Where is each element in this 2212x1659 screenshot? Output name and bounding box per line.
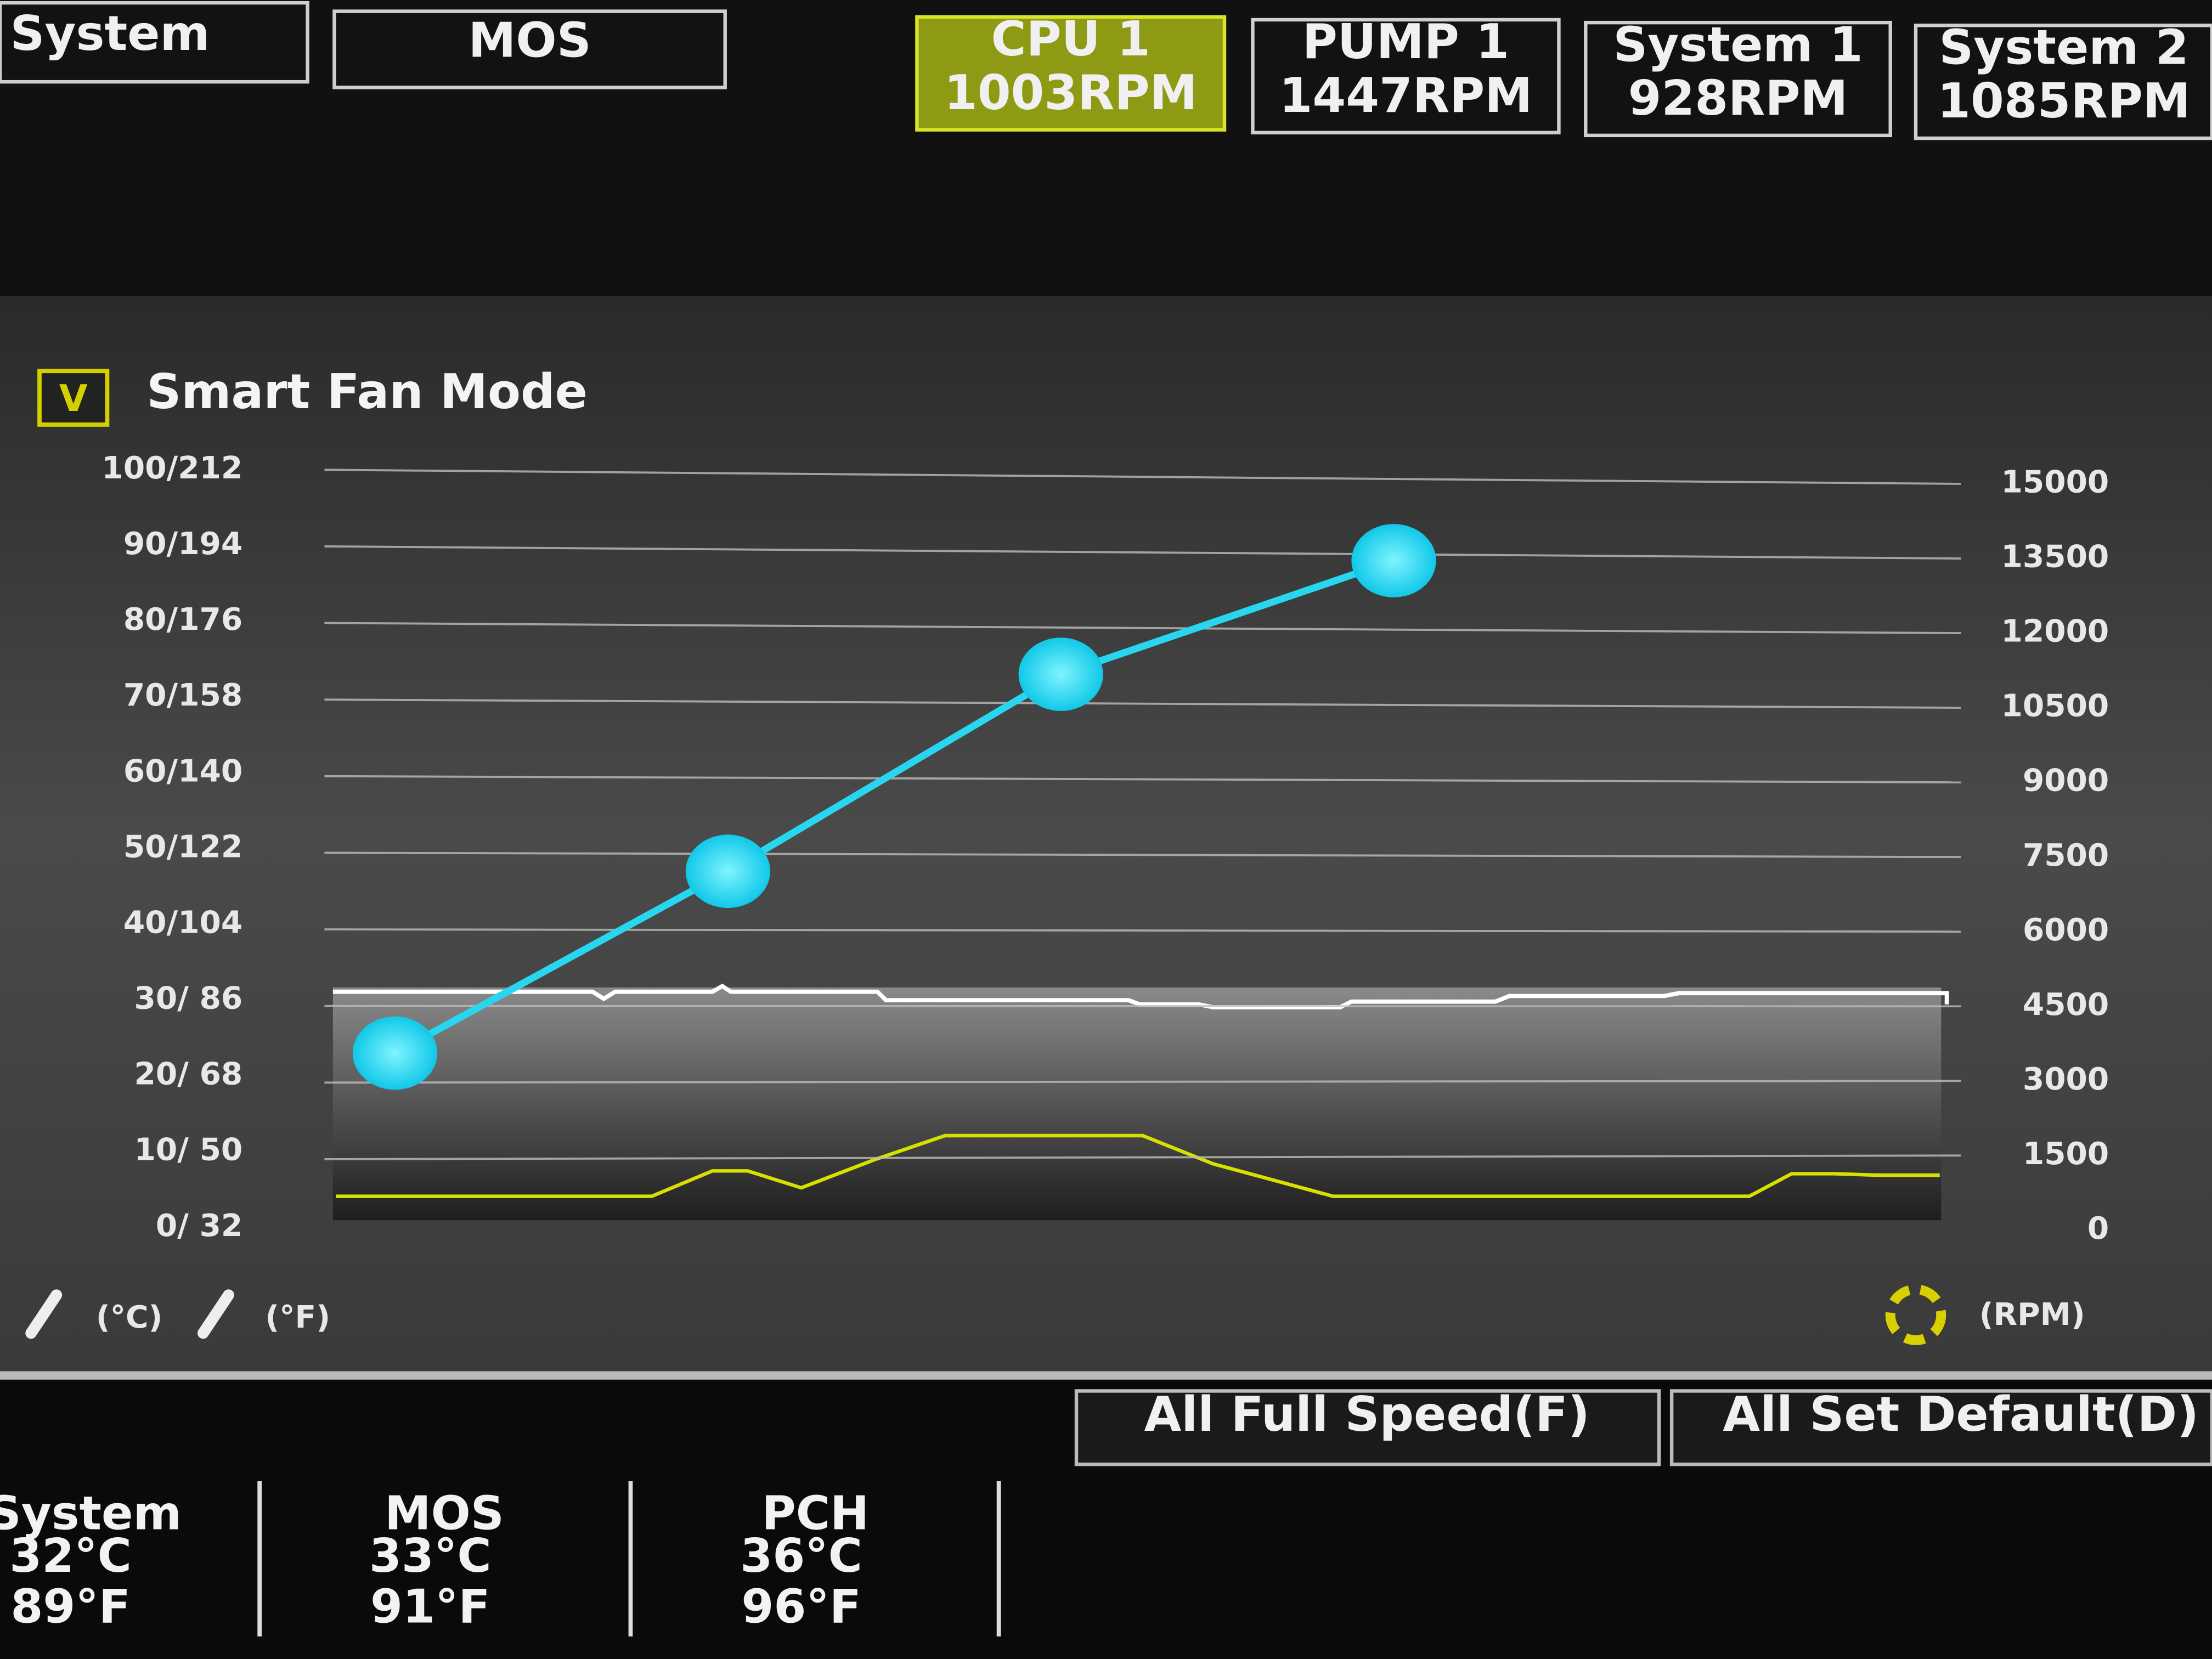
panel-title: Smart Fan Mode [146,364,587,420]
grid-line [324,469,1961,485]
grid-line [324,928,1961,933]
right-axis-label: 6000 [2023,912,2109,948]
left-axis-label: 90/194 [123,526,242,562]
fan-tab[interactable] [1251,18,1561,134]
curve-point[interactable] [352,1016,438,1090]
curve-point[interactable] [1018,637,1103,711]
button[interactable] [1669,1389,2212,1466]
tab-label: System [10,5,210,61]
left-axis-label: 20/ 68 [134,1056,243,1092]
sensor-fahrenheit: 91°F [370,1579,490,1634]
left-axis-label: 10/ 50 [134,1132,243,1168]
sensor-celsius: 36°C [740,1529,862,1583]
sensor-name: PCH [762,1487,869,1541]
tab-label: MOS [468,13,591,69]
right-axis-label: 12000 [2001,613,2109,650]
grid-line [324,545,1961,560]
checkbox[interactable] [37,369,110,427]
history-line [332,983,1949,1009]
checkbox-mark: V [59,377,88,420]
fan-name: System 2 [1939,19,2188,75]
temperature-line [336,1133,1940,1198]
sensor-fahrenheit: 89°F [10,1579,130,1634]
grid-line [324,851,1961,859]
grid-line [324,775,1961,784]
sensor-fahrenheit: 96°F [741,1579,861,1634]
fan-tab[interactable] [915,15,1227,132]
right-axis-label: 15000 [2001,464,2109,500]
left-axis-label: 30/ 86 [134,980,243,1017]
fan-speed: 1085RPM [1937,73,2191,129]
right-axis-label: 3000 [2023,1061,2109,1097]
fan-tab[interactable] [1584,20,1892,138]
left-axis-label: 80/176 [123,601,242,637]
right-axis-label: 1500 [2023,1136,2109,1172]
grid-line [324,1080,1961,1084]
right-axis-label: 9000 [2023,763,2109,799]
unit-rpm: (RPM) [1979,1296,2085,1333]
fan-speed: 1447RPM [1279,67,1533,123]
fan-name: PUMP 1 [1302,14,1509,70]
tab[interactable] [332,9,727,89]
sensor-name: System [0,1487,182,1541]
left-axis-label: 100/212 [101,450,242,486]
right-axis-label: 7500 [2023,837,2109,873]
grid-line [324,1005,1961,1008]
sensor-celsius: 32°C [9,1529,132,1583]
grid-line [324,698,1961,709]
tab[interactable] [0,1,309,84]
grid-line [324,622,1961,634]
sensor-name: MOS [385,1487,504,1541]
fan-name: CPU 1 [991,11,1150,67]
curve-point[interactable] [685,834,770,908]
thermometer-icon [25,1289,234,1339]
left-axis-label: 40/104 [123,904,242,940]
left-axis-label: 50/122 [123,828,242,865]
right-axis-label: 0 [2087,1210,2109,1246]
left-axis-label: 60/140 [123,753,242,789]
fan-tab[interactable] [1914,24,2212,140]
left-axis-label: 0/ 32 [156,1207,242,1244]
history-area [332,988,1942,1221]
curve-point[interactable] [1351,524,1436,597]
unit-fahrenheit: (°F) [265,1299,330,1335]
fan-name: System 1 [1613,16,1863,72]
fan-speed: 1003RPM [944,65,1198,121]
left-axis-label: 70/158 [123,677,242,713]
button-label: All Set Default(D) [1723,1386,2199,1442]
fan-curve [393,557,1395,1057]
button[interactable] [1074,1389,1661,1466]
fan-speed: 928RPM [1628,70,1848,126]
grid-line [324,1154,1961,1160]
fan-icon [1885,1284,1946,1345]
button-label: All Full Speed(F) [1144,1386,1590,1442]
separators [257,1481,1001,1637]
divider [0,1371,2212,1380]
right-axis-label: 10500 [2001,688,2109,724]
sensor-celsius: 33°C [369,1529,492,1583]
unit-celsius: (°C) [96,1299,163,1335]
right-axis-label: 13500 [2001,539,2109,575]
right-axis-label: 4500 [2023,986,2109,1023]
